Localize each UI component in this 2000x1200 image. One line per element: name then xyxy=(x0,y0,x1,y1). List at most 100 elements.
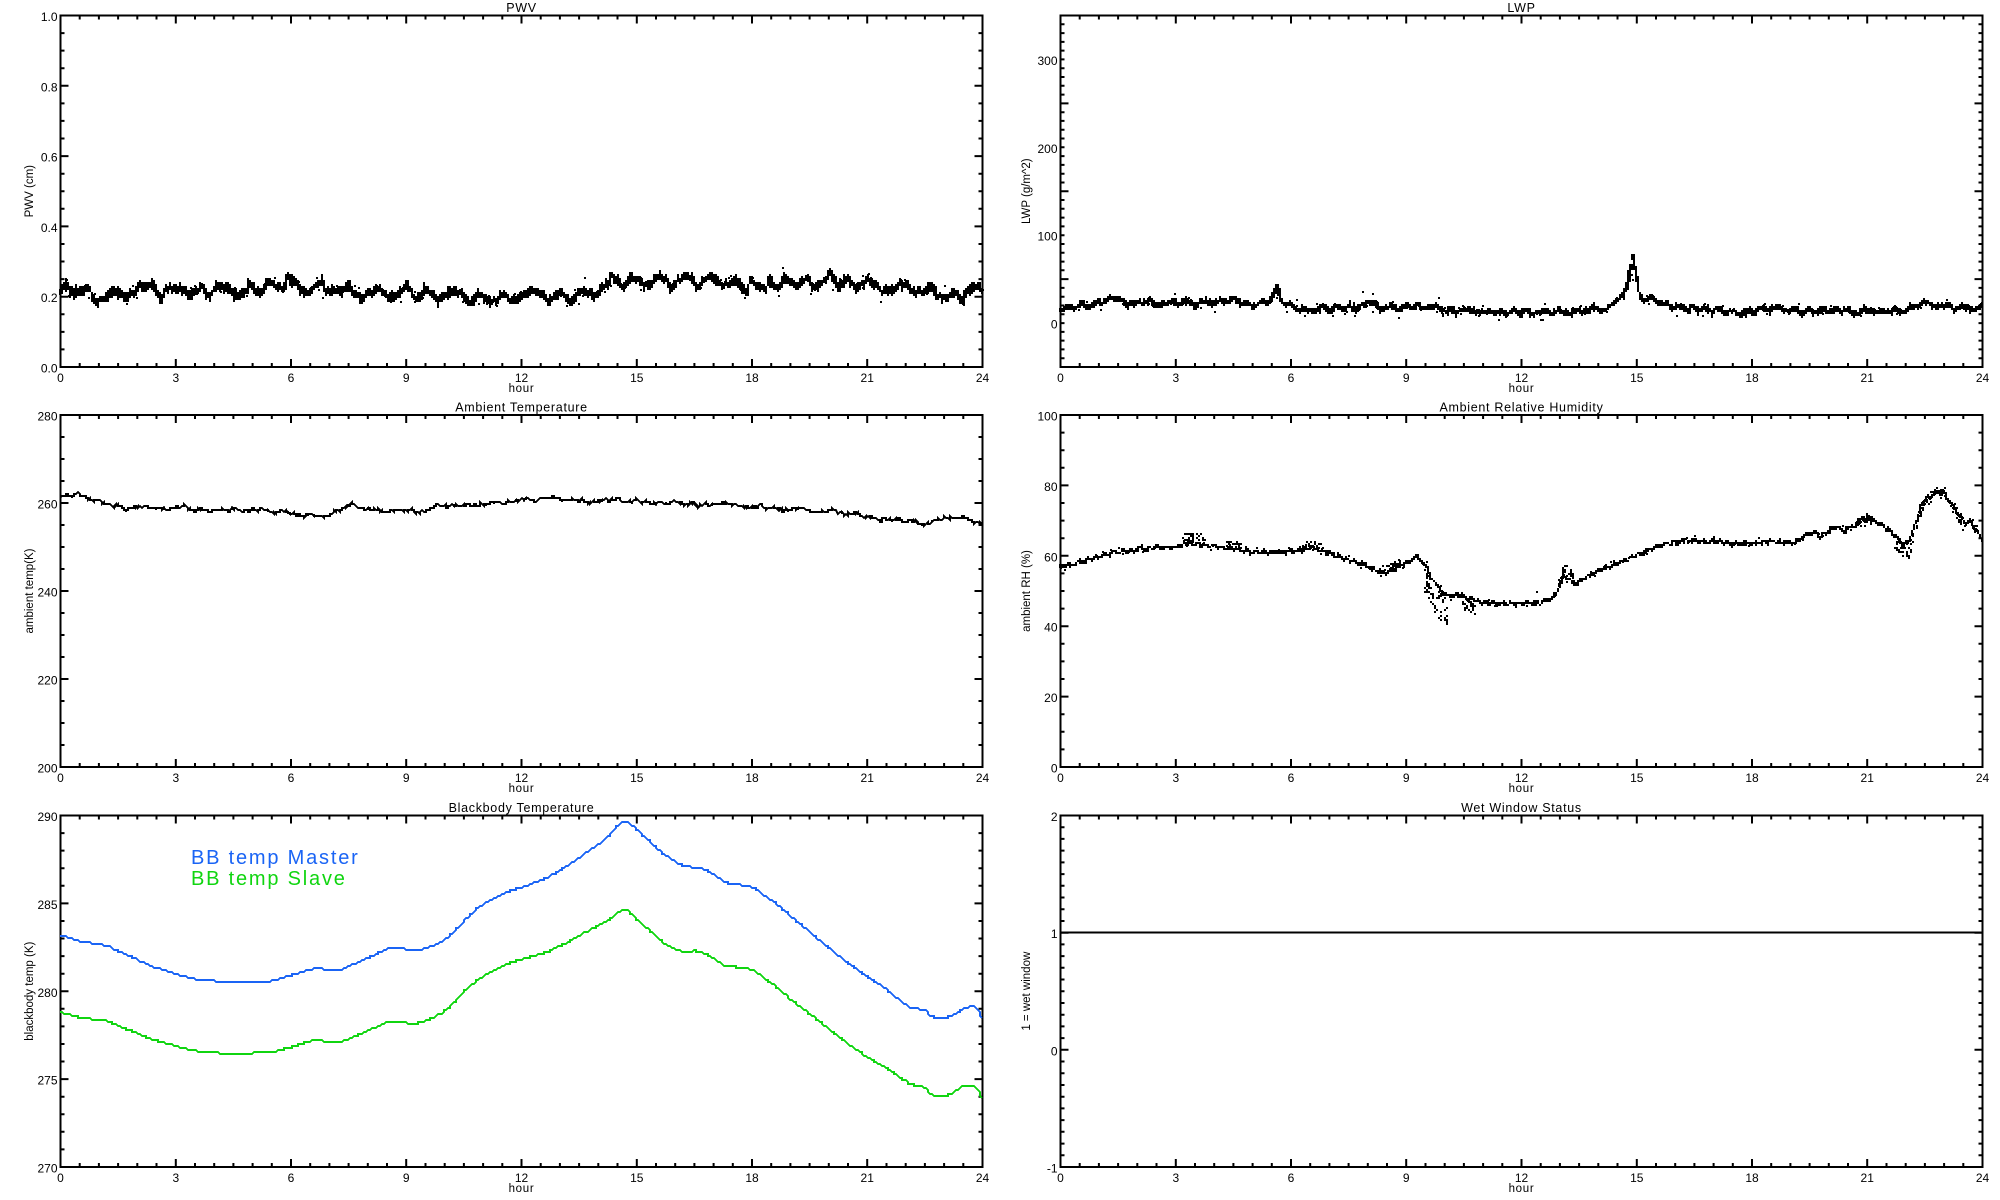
svg-text:9: 9 xyxy=(403,771,410,785)
svg-text:0: 0 xyxy=(1057,1171,1064,1185)
svg-text:3: 3 xyxy=(1172,1171,1179,1185)
svg-text:15: 15 xyxy=(1630,1171,1644,1185)
svg-text:15: 15 xyxy=(630,371,644,385)
svg-text:9: 9 xyxy=(403,371,410,385)
svg-text:21: 21 xyxy=(861,1171,875,1185)
svg-text:0.8: 0.8 xyxy=(41,80,58,94)
svg-text:6: 6 xyxy=(1288,371,1295,385)
svg-text:100: 100 xyxy=(1037,230,1057,244)
svg-text:20: 20 xyxy=(1044,691,1058,705)
svg-text:80: 80 xyxy=(1044,480,1058,494)
svg-text:0: 0 xyxy=(1051,1044,1058,1058)
svg-text:Ambient Temperature: Ambient Temperature xyxy=(455,401,588,415)
svg-text:12: 12 xyxy=(515,1171,529,1185)
svg-text:0: 0 xyxy=(57,371,64,385)
svg-text:100: 100 xyxy=(1037,410,1057,424)
svg-text:0: 0 xyxy=(1051,318,1058,332)
svg-text:0.0: 0.0 xyxy=(41,362,58,376)
svg-text:12: 12 xyxy=(1515,1171,1529,1185)
svg-text:9: 9 xyxy=(1403,371,1410,385)
svg-text:hour: hour xyxy=(509,783,535,795)
svg-text:3: 3 xyxy=(1172,771,1179,785)
svg-text:24: 24 xyxy=(1976,371,1990,385)
svg-text:0: 0 xyxy=(1051,762,1058,776)
svg-text:hour: hour xyxy=(1509,383,1535,395)
svg-text:9: 9 xyxy=(1403,771,1410,785)
svg-text:15: 15 xyxy=(1630,371,1644,385)
svg-text:12: 12 xyxy=(515,371,529,385)
svg-text:24: 24 xyxy=(976,771,990,785)
svg-text:1.0: 1.0 xyxy=(41,10,58,24)
svg-text:PWV: PWV xyxy=(506,1,537,15)
svg-text:21: 21 xyxy=(1861,771,1875,785)
svg-text:200: 200 xyxy=(1037,142,1057,156)
svg-text:200: 200 xyxy=(37,762,57,776)
svg-text:24: 24 xyxy=(976,1171,990,1185)
svg-text:hour: hour xyxy=(509,1183,535,1195)
svg-text:0: 0 xyxy=(57,1171,64,1185)
svg-text:21: 21 xyxy=(861,771,875,785)
svg-text:3: 3 xyxy=(172,771,179,785)
svg-text:220: 220 xyxy=(37,674,57,688)
svg-text:280: 280 xyxy=(37,410,57,424)
svg-text:Ambient Relative Humidity: Ambient Relative Humidity xyxy=(1439,401,1603,415)
svg-text:BB temp Master: BB temp Master xyxy=(191,847,360,869)
svg-text:9: 9 xyxy=(403,1171,410,1185)
svg-text:0: 0 xyxy=(1057,371,1064,385)
svg-text:21: 21 xyxy=(1861,371,1875,385)
svg-text:300: 300 xyxy=(1037,54,1057,68)
svg-text:21: 21 xyxy=(1861,1171,1875,1185)
svg-text:hour: hour xyxy=(1509,1183,1535,1195)
svg-text:290: 290 xyxy=(37,810,57,824)
svg-text:18: 18 xyxy=(1745,1171,1759,1185)
svg-text:Blackbody Temperature: Blackbody Temperature xyxy=(449,801,595,815)
svg-text:15: 15 xyxy=(630,1171,644,1185)
svg-text:275: 275 xyxy=(37,1074,57,1088)
svg-text:hour: hour xyxy=(1509,783,1535,795)
svg-text:BB temp Slave: BB temp Slave xyxy=(191,868,347,890)
svg-text:6: 6 xyxy=(288,771,295,785)
svg-text:3: 3 xyxy=(172,371,179,385)
svg-text:285: 285 xyxy=(37,898,57,912)
svg-text:240: 240 xyxy=(37,586,57,600)
svg-text:-1: -1 xyxy=(1047,1162,1058,1176)
svg-text:6: 6 xyxy=(288,371,295,385)
svg-text:PWV (cm): PWV (cm) xyxy=(24,165,36,218)
svg-text:ambient RH (%): ambient RH (%) xyxy=(1021,550,1033,632)
svg-text:24: 24 xyxy=(976,371,990,385)
svg-text:0.4: 0.4 xyxy=(41,221,58,235)
svg-text:12: 12 xyxy=(1515,371,1529,385)
svg-text:60: 60 xyxy=(1044,550,1058,564)
svg-text:LWP (g/m^2): LWP (g/m^2) xyxy=(1021,158,1033,224)
svg-text:21: 21 xyxy=(861,371,875,385)
svg-text:15: 15 xyxy=(630,771,644,785)
svg-text:3: 3 xyxy=(1172,371,1179,385)
svg-text:0: 0 xyxy=(1057,771,1064,785)
svg-text:280: 280 xyxy=(37,986,57,1000)
svg-text:0: 0 xyxy=(57,771,64,785)
svg-text:hour: hour xyxy=(509,383,535,395)
svg-text:12: 12 xyxy=(515,771,529,785)
svg-text:6: 6 xyxy=(1288,1171,1295,1185)
svg-text:18: 18 xyxy=(745,1171,759,1185)
svg-text:LWP: LWP xyxy=(1507,1,1535,15)
svg-text:12: 12 xyxy=(1515,771,1529,785)
svg-text:270: 270 xyxy=(37,1162,57,1176)
svg-text:260: 260 xyxy=(37,498,57,512)
svg-text:1: 1 xyxy=(1051,927,1058,941)
svg-text:6: 6 xyxy=(1288,771,1295,785)
svg-text:24: 24 xyxy=(1976,1171,1990,1185)
svg-text:2: 2 xyxy=(1051,810,1058,824)
svg-text:24: 24 xyxy=(1976,771,1990,785)
svg-text:15: 15 xyxy=(1630,771,1644,785)
svg-text:3: 3 xyxy=(172,1171,179,1185)
svg-text:18: 18 xyxy=(1745,371,1759,385)
svg-text:18: 18 xyxy=(745,371,759,385)
svg-text:0.2: 0.2 xyxy=(41,291,58,305)
svg-text:18: 18 xyxy=(745,771,759,785)
svg-text:9: 9 xyxy=(1403,1171,1410,1185)
svg-text:6: 6 xyxy=(288,1171,295,1185)
svg-text:Wet Window Status: Wet Window Status xyxy=(1461,801,1582,815)
svg-text:ambient temp(K): ambient temp(K) xyxy=(24,548,36,633)
svg-text:0.6: 0.6 xyxy=(41,151,58,165)
